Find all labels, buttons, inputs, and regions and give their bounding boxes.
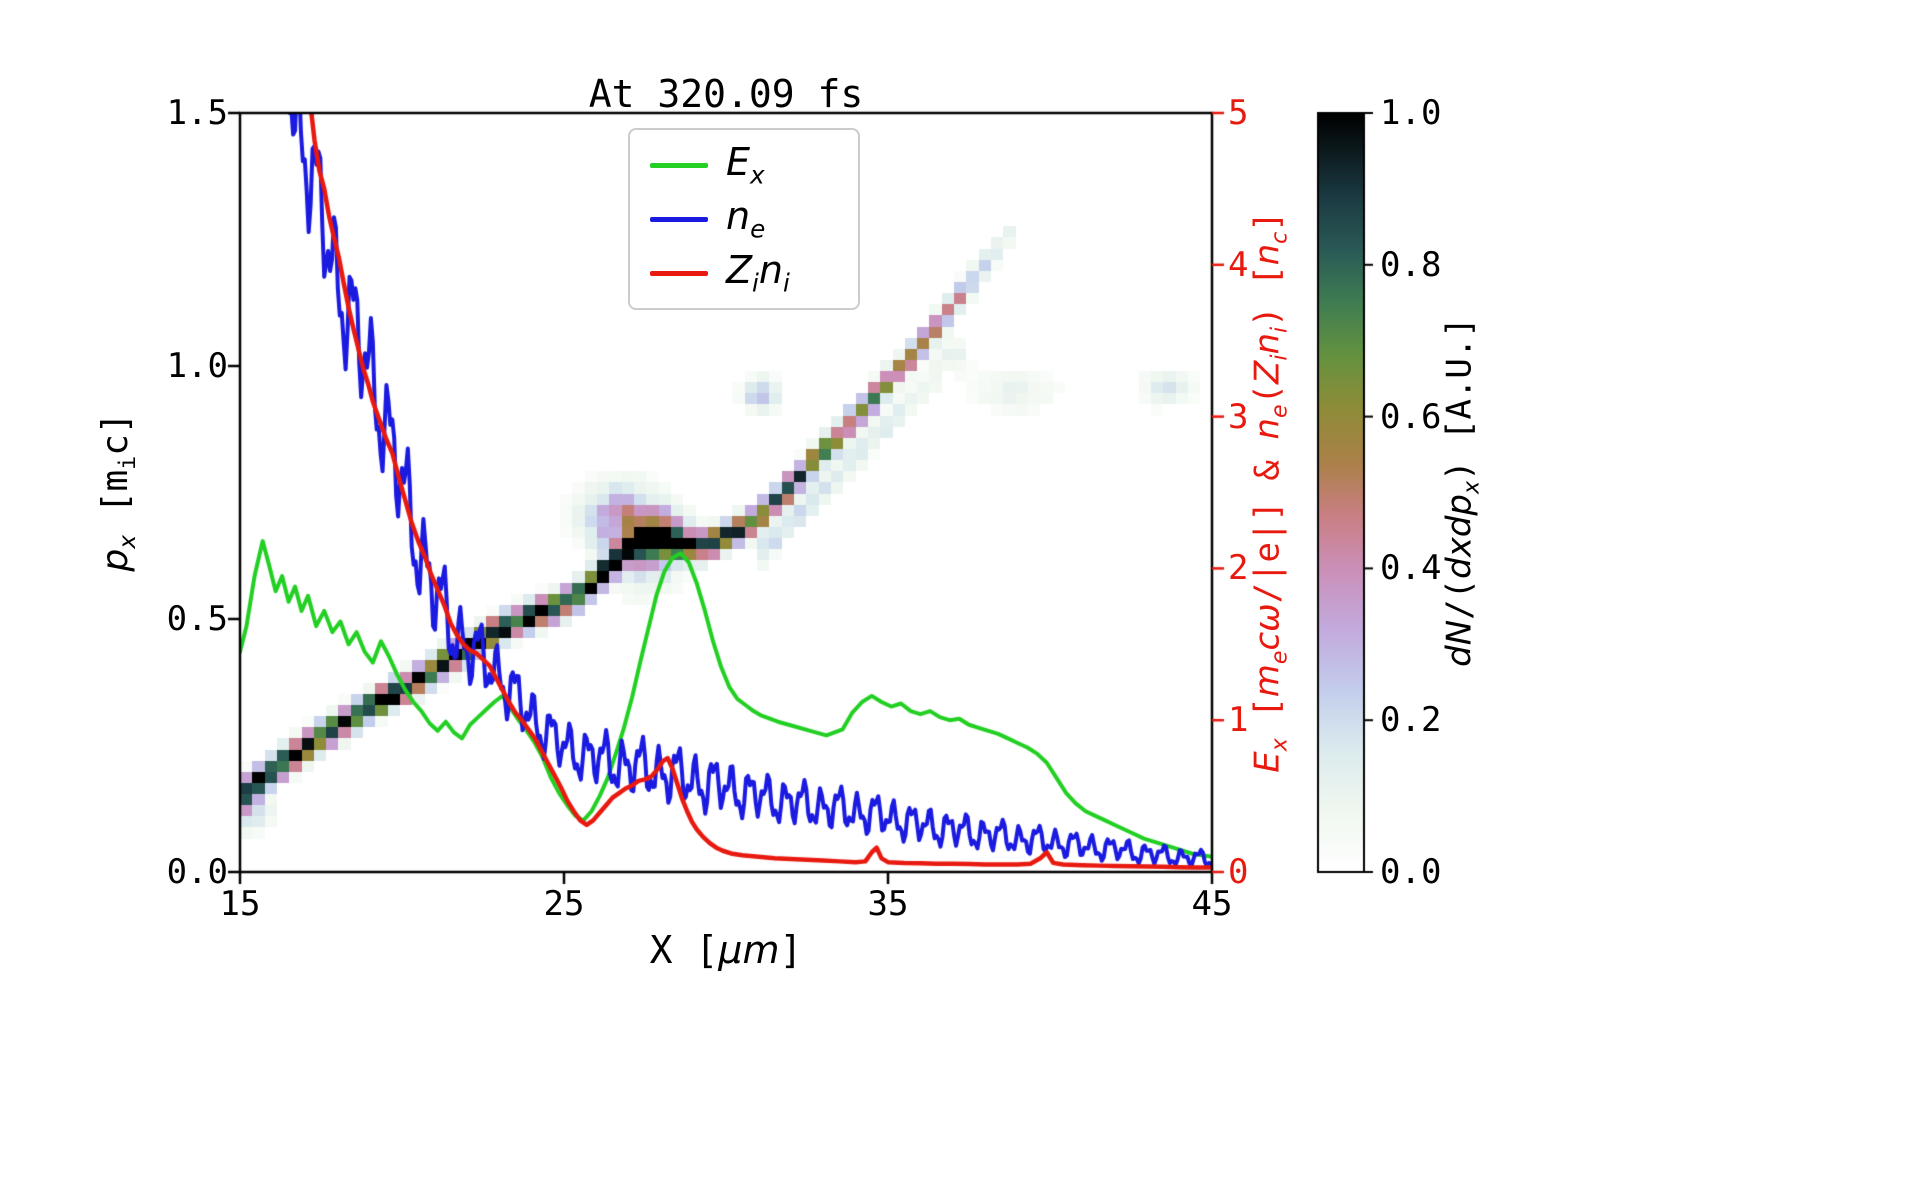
y-left-tick-0.5: 0.5 — [166, 599, 228, 639]
y-right-tick-4: 4 — [1228, 245, 1249, 285]
x-tick-25: 25 — [543, 884, 585, 924]
y-right-tick-3: 3 — [1228, 397, 1249, 437]
left-y-axis-label: px [mic] — [94, 412, 142, 572]
legend-line-sample-ne — [650, 216, 708, 222]
x-tick-35: 35 — [867, 884, 909, 924]
y-right-tick-5: 5 — [1228, 93, 1249, 133]
x-tick-15: 15 — [219, 884, 261, 924]
y-left-tick-1.0: 1.0 — [166, 346, 228, 386]
right-y-axis-label: Ex [mecω/|e|] & ne(Zini) [nc] — [1247, 211, 1293, 773]
y-left-tick-1.5: 1.5 — [166, 93, 228, 133]
legend: Ex ne Zini — [628, 128, 860, 310]
y-right-tick-1: 1 — [1228, 700, 1249, 740]
plot-title: At 320.09 fs — [588, 72, 864, 116]
legend-label-ne: ne — [726, 194, 766, 244]
x-tick-45: 45 — [1191, 884, 1233, 924]
cbar-tick-0.0: 0.0 — [1380, 852, 1442, 892]
colorbar-label: dN/(dxdpx) [A.U.] — [1439, 317, 1485, 667]
legend-label-zini: Zini — [726, 248, 790, 298]
cbar-tick-0.4: 0.4 — [1380, 548, 1442, 588]
cbar-tick-0.2: 0.2 — [1380, 700, 1442, 740]
legend-entry-ne: ne — [650, 194, 838, 244]
cbar-tick-0.6: 0.6 — [1380, 397, 1442, 437]
cbar-tick-0.8: 0.8 — [1380, 245, 1442, 285]
legend-line-sample-ex — [650, 162, 708, 168]
legend-entry-zini: Zini — [650, 248, 838, 298]
legend-label-ex: Ex — [726, 140, 765, 190]
legend-line-sample-zini — [650, 270, 708, 276]
x-axis-label: X [μm] — [649, 928, 803, 972]
cbar-tick-1.0: 1.0 — [1380, 93, 1442, 133]
y-right-tick-0: 0 — [1228, 852, 1249, 892]
legend-entry-ex: Ex — [650, 140, 838, 190]
y-right-tick-2: 2 — [1228, 548, 1249, 588]
y-left-tick-0.0: 0.0 — [166, 852, 228, 892]
